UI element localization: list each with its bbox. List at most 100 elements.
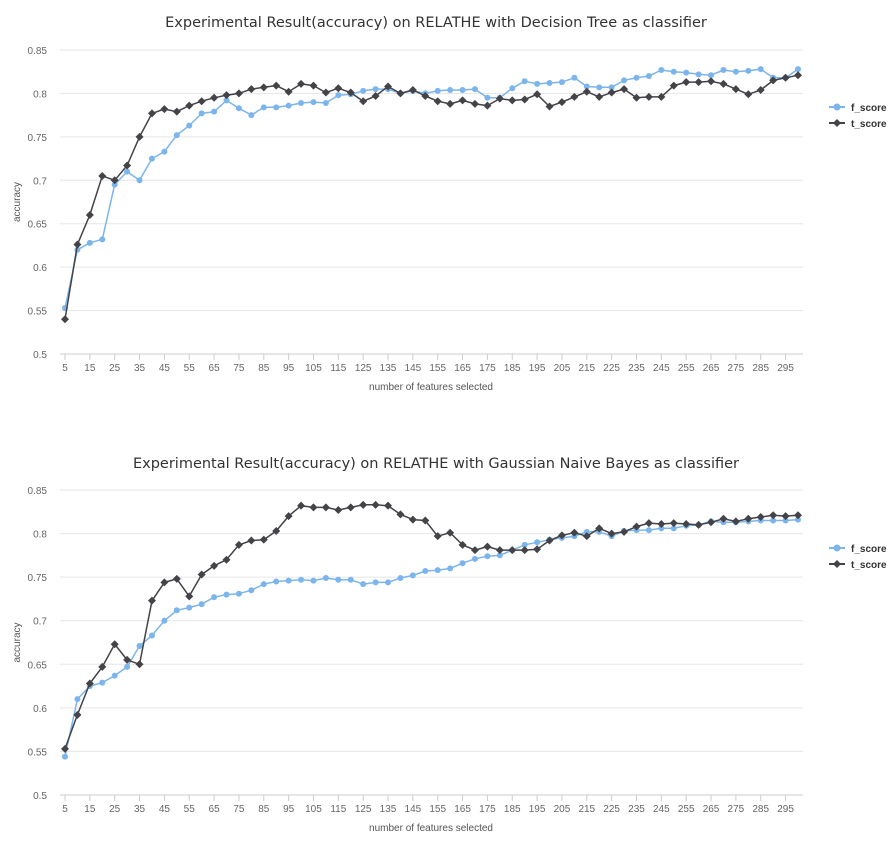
data-point-t_score[interactable] [135, 660, 144, 669]
data-point-f_score[interactable] [795, 66, 801, 73]
data-point-t_score[interactable] [222, 555, 231, 564]
data-point-t_score[interactable] [321, 503, 330, 512]
data-point-f_score[interactable] [186, 604, 193, 611]
data-point-t_score[interactable] [644, 92, 653, 101]
data-point-f_score[interactable] [235, 105, 242, 112]
data-point-f_score[interactable] [260, 104, 267, 111]
data-point-t_score[interactable] [160, 578, 169, 587]
data-point-t_score[interactable] [483, 542, 492, 551]
data-point-f_score[interactable] [720, 66, 727, 73]
data-point-f_score[interactable] [86, 239, 93, 246]
data-point-t_score[interactable] [470, 99, 479, 108]
data-point-f_score[interactable] [285, 102, 292, 109]
data-point-f_score[interactable] [608, 84, 615, 91]
data-point-t_score[interactable] [557, 98, 566, 107]
data-point-t_score[interactable] [620, 527, 629, 536]
data-point-f_score[interactable] [558, 79, 565, 86]
data-point-f_score[interactable] [322, 575, 329, 582]
data-point-f_score[interactable] [74, 696, 81, 703]
data-point-f_score[interactable] [211, 108, 218, 115]
data-point-f_score[interactable] [496, 552, 503, 559]
data-point-f_score[interactable] [223, 97, 230, 104]
data-point-t_score[interactable] [744, 514, 753, 523]
data-point-f_score[interactable] [484, 553, 491, 560]
data-point-t_score[interactable] [707, 77, 716, 86]
data-point-f_score[interactable] [186, 122, 193, 129]
data-point-t_score[interactable] [508, 96, 517, 105]
data-point-t_score[interactable] [247, 85, 256, 94]
data-point-t_score[interactable] [582, 532, 591, 541]
legend-item-f_score[interactable]: f_score [829, 103, 887, 114]
data-point-f_score[interactable] [335, 92, 342, 99]
data-point-t_score[interactable] [85, 679, 94, 688]
legend-item-f_score[interactable]: f_score [829, 544, 887, 555]
data-point-f_score[interactable] [534, 80, 541, 87]
data-point-t_score[interactable] [756, 513, 765, 522]
data-point-t_score[interactable] [520, 95, 529, 104]
data-point-t_score[interactable] [408, 515, 417, 524]
data-point-f_score[interactable] [148, 155, 155, 162]
data-point-t_score[interactable] [769, 76, 778, 85]
data-point-t_score[interactable] [359, 97, 368, 106]
data-point-f_score[interactable] [385, 579, 392, 586]
data-point-f_score[interactable] [434, 87, 441, 94]
data-point-t_score[interactable] [123, 655, 132, 664]
data-point-t_score[interactable] [570, 528, 579, 537]
data-point-f_score[interactable] [645, 527, 652, 534]
data-point-t_score[interactable] [297, 79, 306, 88]
data-point-t_score[interactable] [458, 96, 467, 105]
data-point-t_score[interactable] [794, 71, 802, 80]
data-point-t_score[interactable] [756, 85, 765, 94]
data-point-f_score[interactable] [658, 525, 665, 532]
data-point-t_score[interactable] [309, 81, 318, 90]
data-point-f_score[interactable] [471, 86, 478, 93]
data-point-f_score[interactable] [248, 112, 255, 119]
data-point-t_score[interactable] [247, 536, 256, 545]
data-point-f_score[interactable] [708, 72, 715, 79]
data-point-t_score[interactable] [210, 561, 219, 570]
data-point-f_score[interactable] [583, 83, 590, 90]
data-point-f_score[interactable] [509, 85, 516, 92]
data-point-f_score[interactable] [782, 517, 789, 524]
data-point-t_score[interactable] [160, 105, 169, 114]
data-point-t_score[interactable] [781, 73, 790, 82]
data-point-f_score[interactable] [795, 516, 801, 523]
data-point-t_score[interactable] [272, 526, 281, 535]
data-point-t_score[interactable] [769, 511, 778, 520]
data-point-t_score[interactable] [632, 93, 641, 102]
data-point-t_score[interactable] [694, 78, 703, 87]
data-point-t_score[interactable] [297, 501, 306, 510]
data-point-t_score[interactable] [682, 78, 691, 87]
data-point-t_score[interactable] [284, 512, 293, 521]
data-point-f_score[interactable] [732, 68, 739, 75]
data-point-t_score[interactable] [657, 519, 666, 528]
data-point-t_score[interactable] [309, 503, 318, 512]
data-point-t_score[interactable] [719, 79, 728, 88]
data-point-f_score[interactable] [124, 168, 131, 175]
data-point-f_score[interactable] [471, 555, 478, 562]
data-point-f_score[interactable] [360, 87, 367, 94]
data-point-f_score[interactable] [621, 77, 628, 84]
data-point-t_score[interactable] [147, 109, 156, 118]
data-point-t_score[interactable] [185, 592, 194, 601]
data-point-f_score[interactable] [372, 579, 379, 586]
data-point-t_score[interactable] [73, 240, 82, 249]
data-point-f_score[interactable] [99, 236, 106, 243]
data-point-f_score[interactable] [409, 572, 416, 579]
data-point-t_score[interactable] [234, 540, 243, 549]
data-point-f_score[interactable] [645, 73, 652, 80]
data-point-t_score[interactable] [359, 500, 368, 509]
data-point-t_score[interactable] [719, 514, 728, 523]
data-point-t_score[interactable] [396, 89, 405, 98]
data-point-f_score[interactable] [484, 94, 491, 101]
data-point-t_score[interactable] [197, 570, 206, 579]
data-point-t_score[interactable] [110, 640, 119, 649]
data-point-t_score[interactable] [147, 596, 156, 605]
data-point-t_score[interactable] [520, 546, 529, 555]
data-point-f_score[interactable] [335, 576, 342, 583]
data-point-f_score[interactable] [111, 672, 118, 679]
data-point-t_score[interactable] [669, 519, 678, 528]
data-point-t_score[interactable] [620, 85, 629, 94]
data-point-t_score[interactable] [371, 500, 380, 509]
data-point-t_score[interactable] [98, 171, 107, 180]
